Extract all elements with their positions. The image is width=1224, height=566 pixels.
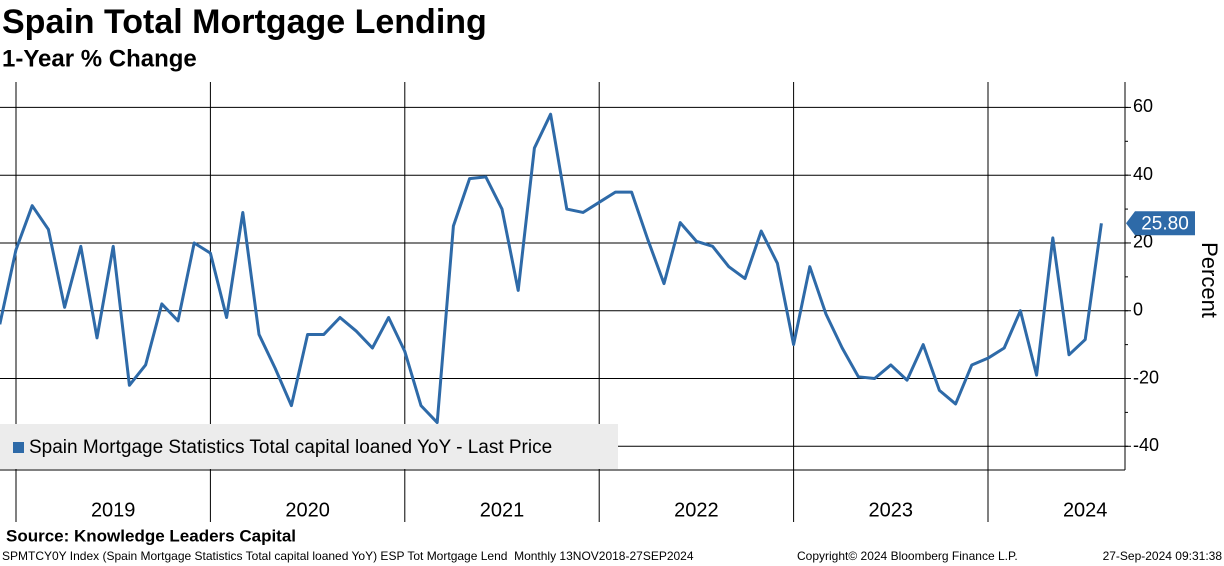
series-line [0, 112, 1103, 425]
x-tick-label: 2021 [480, 499, 525, 521]
last-value-tag [1126, 211, 1195, 236]
footer-timestamp: 27-Sep-2024 09:31:38 [1103, 549, 1223, 563]
y-tick-label: -40 [1133, 435, 1159, 455]
legend-label: Spain Mortgage Statistics Total capital … [29, 437, 552, 458]
x-tick-label: 2024 [1063, 499, 1108, 521]
legend-swatch [13, 442, 24, 453]
y-tick-label: -20 [1133, 367, 1159, 387]
x-tick-label: 2020 [285, 499, 330, 521]
x-tick-label: 2019 [91, 499, 136, 521]
chart-subtitle: 1-Year % Change [2, 45, 197, 72]
chart-title: Spain Total Mortgage Lending [2, 3, 487, 41]
x-tick-label: 2022 [674, 499, 719, 521]
y-tick-label: 20 [1133, 232, 1153, 252]
x-tick-label: 2023 [869, 499, 914, 521]
footer-copyright: Copyright© 2024 Bloomberg Finance L.P. [797, 549, 1018, 563]
legend: Spain Mortgage Statistics Total capital … [0, 424, 618, 469]
y-tick-label: 0 [1133, 299, 1143, 319]
y-tick-label: 40 [1133, 164, 1153, 184]
source: Source: Knowledge Leaders Capital [6, 526, 296, 545]
last-value-label: 25.80 [1141, 213, 1189, 234]
legend-box [0, 424, 618, 469]
y-tick-label: 60 [1133, 96, 1153, 116]
y-axis-label: Percent [1197, 242, 1222, 318]
footer-info: SPMTCY0Y Index (Spain Mortgage Statistic… [2, 549, 694, 563]
